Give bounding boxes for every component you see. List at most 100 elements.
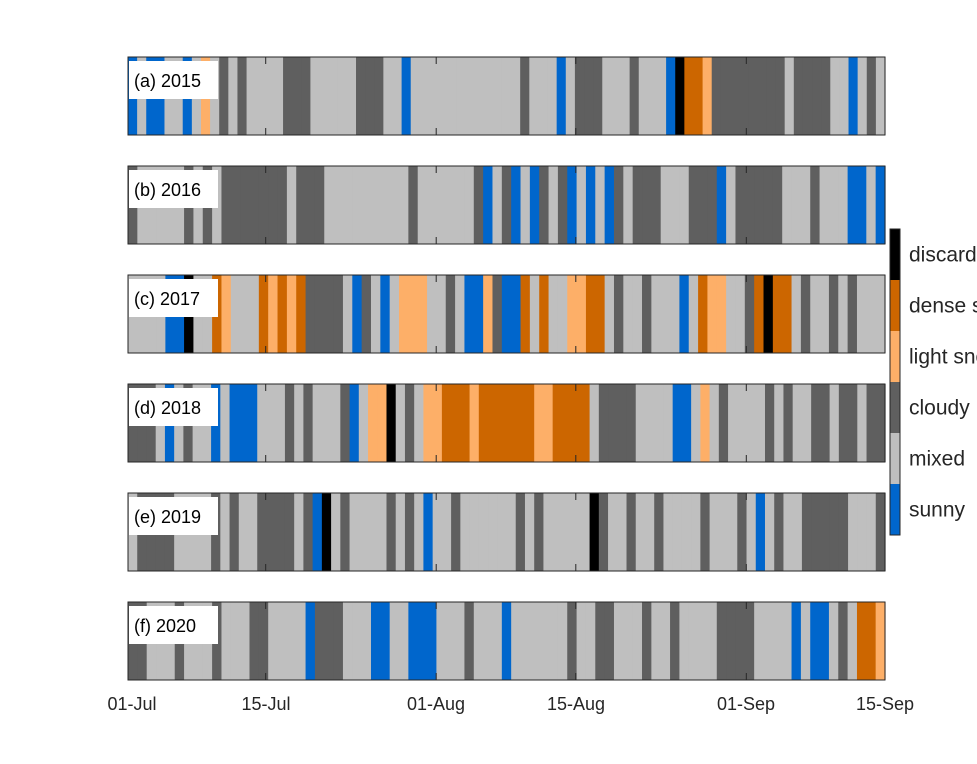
day-cell <box>663 493 674 571</box>
day-cell <box>266 493 277 571</box>
colorbar-frame <box>889 228 901 536</box>
day-cell <box>456 57 467 135</box>
day-cell <box>404 384 415 462</box>
panel-label-box <box>129 388 218 426</box>
day-cell <box>604 166 615 244</box>
day-cell <box>847 166 858 244</box>
day-cell <box>401 57 412 135</box>
day-cell <box>529 57 540 135</box>
day-cell <box>501 275 512 353</box>
panel-label: (e) 2019 <box>134 507 201 527</box>
panel-frame <box>127 56 886 136</box>
day-cell <box>728 493 738 571</box>
day-cell <box>478 384 489 462</box>
day-cell <box>417 275 428 353</box>
day-cell <box>720 57 731 135</box>
x-tick-label: 15-Sep <box>856 694 914 714</box>
day-cell <box>294 493 304 571</box>
day-cell <box>571 493 581 571</box>
panel-label: (b) 2016 <box>134 180 201 200</box>
day-cell <box>709 493 720 571</box>
day-cell <box>651 275 662 353</box>
day-cell <box>819 275 830 353</box>
day-cell <box>595 166 606 244</box>
day-cell <box>828 166 839 244</box>
day-cell <box>875 493 886 571</box>
day-cell <box>321 493 332 571</box>
day-cell <box>598 493 609 571</box>
day-cell <box>305 166 316 244</box>
day-cell <box>598 384 609 462</box>
day-cell <box>333 275 344 353</box>
day-cell <box>644 384 655 462</box>
day-cell <box>866 166 877 244</box>
day-cell <box>666 57 676 135</box>
day-cell <box>292 57 302 135</box>
day-cell <box>635 493 646 571</box>
day-cell <box>782 166 793 244</box>
day-cell <box>432 493 443 571</box>
day-cell <box>670 166 680 244</box>
panel-label-box <box>129 497 218 535</box>
day-cell <box>613 166 624 244</box>
day-cell <box>331 384 341 462</box>
day-cell <box>483 166 494 244</box>
panel-label: (f) 2020 <box>134 616 196 636</box>
day-cell <box>856 166 867 244</box>
day-cell <box>314 275 325 353</box>
day-cell <box>810 275 821 353</box>
day-cell <box>273 57 284 135</box>
day-cell <box>465 57 476 135</box>
day-cell <box>688 275 699 353</box>
day-cell <box>548 602 559 680</box>
panel-label: (d) 2018 <box>134 398 201 418</box>
day-cell <box>399 602 409 680</box>
day-cell <box>408 275 419 353</box>
day-cell <box>229 493 240 571</box>
colorbar-label: cloudy <box>909 397 970 420</box>
day-cell <box>249 166 260 244</box>
day-cell <box>319 57 330 135</box>
day-cell <box>377 384 388 462</box>
day-cell <box>585 602 596 680</box>
day-cell <box>436 166 447 244</box>
day-cell <box>340 493 351 571</box>
day-cell <box>698 602 709 680</box>
day-cell <box>866 275 877 353</box>
day-cell <box>819 166 830 244</box>
day-cell <box>829 493 840 571</box>
day-cell <box>632 602 643 680</box>
day-cell <box>764 384 775 462</box>
day-cell <box>543 384 554 462</box>
day-cell <box>255 57 266 135</box>
day-cell <box>663 384 674 462</box>
day-cell <box>774 384 785 462</box>
x-tick-label: 01-Aug <box>407 694 465 714</box>
day-cell <box>700 384 711 462</box>
day-cell <box>258 275 269 353</box>
day-cell <box>349 384 360 462</box>
day-cell <box>812 57 822 135</box>
colorbar-segment <box>890 484 900 536</box>
day-cell <box>473 166 484 244</box>
day-cell <box>644 493 655 571</box>
day-cell <box>324 602 335 680</box>
day-cell <box>754 602 765 680</box>
day-cell <box>370 275 381 353</box>
day-cell <box>800 602 811 680</box>
day-cell <box>623 166 634 244</box>
day-cell <box>764 493 775 571</box>
day-cell <box>635 384 646 462</box>
day-cell <box>638 57 649 135</box>
day-cell <box>847 275 858 353</box>
day-cell <box>258 602 269 680</box>
day-cell <box>772 602 783 680</box>
day-cell <box>820 493 831 571</box>
day-cell <box>488 493 498 571</box>
day-cell <box>427 275 438 353</box>
day-cell <box>716 166 727 244</box>
day-cell <box>580 384 591 462</box>
day-cell <box>377 493 388 571</box>
day-cell <box>766 57 777 135</box>
day-cell <box>866 384 877 462</box>
